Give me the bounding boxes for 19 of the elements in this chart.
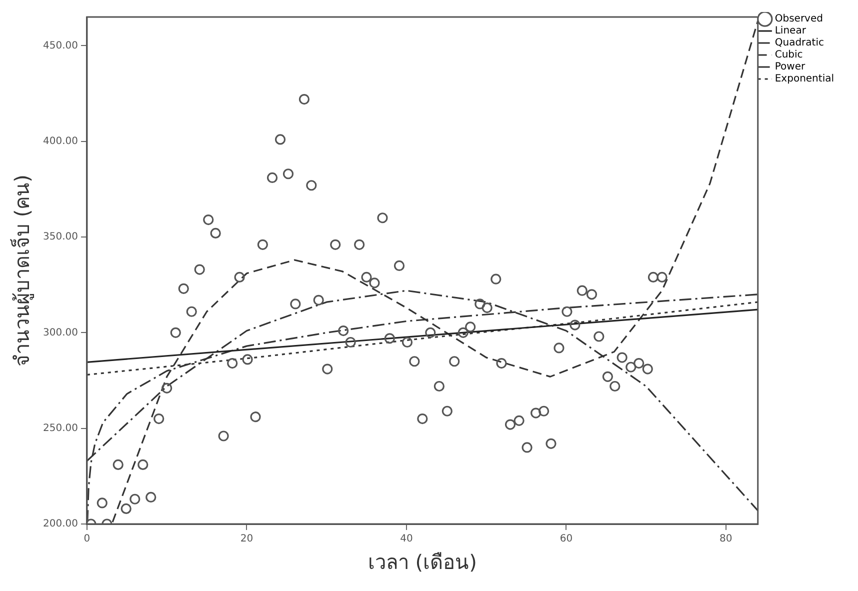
y-tick-label: 450.00 — [42, 40, 78, 52]
legend-label: Observed — [774, 14, 823, 25]
x-axis-title: เวลา (เดือน) — [368, 550, 477, 574]
legend-label: Power — [774, 62, 806, 73]
y-tick-label: 250.00 — [42, 422, 78, 434]
x-tick-label: 80 — [720, 534, 732, 545]
legend-label: Cubic — [774, 50, 803, 61]
legend-label: Linear — [774, 26, 807, 37]
legend-label: Quadratic — [774, 38, 824, 49]
x-tick-label: 20 — [240, 534, 254, 545]
y-tick-label: 300.00 — [42, 327, 78, 338]
x-tick-label: 40 — [400, 534, 413, 545]
y-tick-label: 400.00 — [42, 136, 78, 147]
legend-label: Exponential — [774, 74, 834, 85]
y-tick-label: 200.00 — [42, 518, 78, 530]
y-tick-label: 350.00 — [42, 232, 78, 243]
x-tick-label: 0 — [84, 534, 90, 545]
x-tick-label: 60 — [560, 534, 573, 545]
y-axis-title: จำนวนผู้บาดเจ็บ (คน) — [9, 174, 36, 366]
